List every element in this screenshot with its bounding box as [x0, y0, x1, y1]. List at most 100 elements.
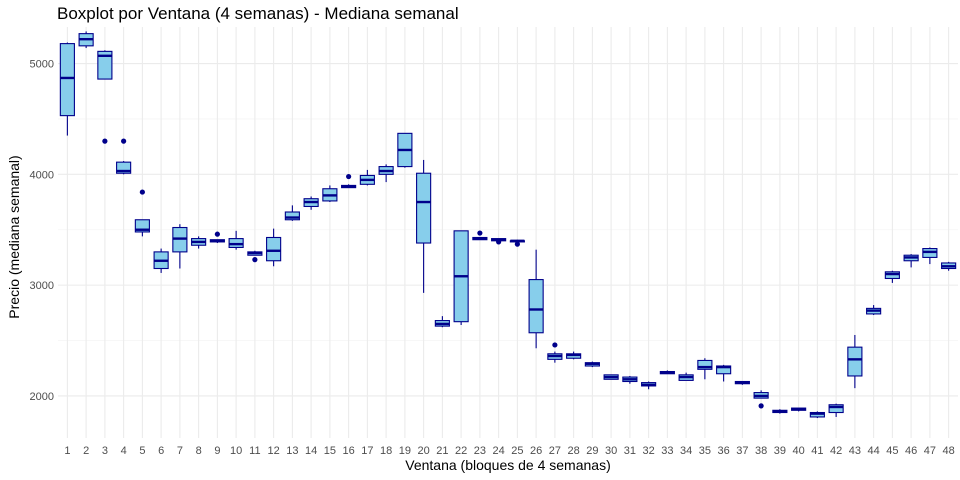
x-tick-label: 6 [158, 445, 164, 457]
x-tick-label: 37 [736, 445, 748, 457]
x-tick-label: 22 [455, 445, 467, 457]
box-36 [716, 364, 732, 382]
outlier-point [102, 138, 108, 144]
x-tick-label: 35 [699, 445, 711, 457]
x-tick-label: 13 [286, 445, 298, 457]
x-tick-label: 15 [324, 445, 336, 457]
box-31 [622, 375, 638, 384]
box-45 [884, 270, 900, 283]
x-tick-label: 28 [568, 445, 580, 457]
y-tick-label: 5000 [30, 59, 54, 71]
chart-title: Boxplot por Ventana (4 semanas) - Median… [57, 4, 459, 23]
outlier-point [346, 173, 352, 180]
x-tick-label: 18 [380, 445, 392, 457]
y-axis-label: Precio (mediana semanal) [6, 155, 22, 319]
x-tick-label: 17 [361, 445, 373, 457]
x-tick-label: 30 [605, 445, 617, 457]
outlier-point [758, 403, 764, 409]
x-axis-ticks: 1 2 3 4 5 6 7 8 9 10 11 12 13 14 15 16 17 18 19 20 21 22 23 24 2… [64, 445, 954, 457]
x-tick-label: 9 [214, 445, 220, 457]
boxes [59, 31, 957, 419]
gridlines [58, 27, 958, 438]
box-6 [153, 248, 169, 273]
x-tick-label: 47 [924, 445, 936, 457]
outlier-point [514, 241, 520, 247]
y-tick-label: 4000 [30, 169, 54, 181]
x-tick-label: 48 [943, 445, 955, 457]
box-43 [847, 334, 863, 389]
x-tick-label: 26 [530, 445, 542, 457]
box-23 [472, 230, 488, 241]
x-tick-label: 27 [549, 445, 561, 457]
box-33 [659, 370, 675, 375]
box-34 [678, 372, 694, 381]
x-tick-label: 11 [249, 445, 260, 457]
x-tick-label: 40 [793, 445, 805, 457]
x-tick-label: 41 [811, 445, 823, 457]
x-tick-label: 4 [121, 445, 127, 457]
box-48 [941, 261, 957, 271]
x-tick-label: 12 [268, 445, 280, 457]
box-19 [397, 132, 413, 168]
y-tick-label: 3000 [30, 280, 54, 292]
box-39 [772, 409, 788, 414]
x-tick-label: 7 [177, 445, 183, 457]
box-26 [528, 249, 544, 349]
box-20 [416, 159, 432, 293]
box-iqr [284, 211, 300, 221]
box-13 [284, 205, 300, 221]
box-iqr [116, 161, 132, 174]
box-37 [734, 380, 750, 385]
x-tick-label: 25 [511, 445, 523, 457]
x-tick-label: 1 [64, 445, 70, 457]
x-tick-label: 39 [774, 445, 786, 457]
x-tick-label: 43 [849, 445, 861, 457]
box-40 [791, 407, 807, 412]
box-iqr [59, 43, 75, 117]
x-tick-label: 16 [343, 445, 355, 457]
box-35 [697, 358, 713, 380]
box-4 [116, 138, 132, 175]
x-tick-label: 23 [474, 445, 486, 457]
x-tick-label: 10 [230, 445, 242, 457]
box-12 [266, 228, 282, 267]
box-7 [172, 224, 188, 269]
box-28 [566, 351, 582, 360]
box-27 [547, 342, 563, 363]
box-9 [209, 231, 225, 244]
box-21 [434, 316, 450, 328]
box-25 [509, 239, 525, 247]
box-17 [359, 169, 375, 186]
box-11 [247, 250, 263, 263]
box-41 [809, 411, 825, 419]
box-iqr [828, 404, 844, 414]
x-tick-label: 3 [102, 445, 108, 457]
box-29 [584, 361, 600, 368]
x-tick-label: 8 [196, 445, 202, 457]
outlier-point [121, 138, 127, 144]
box-22 [453, 230, 469, 326]
box-42 [828, 403, 844, 417]
box-16 [341, 173, 357, 189]
x-tick-label: 5 [139, 445, 145, 457]
box-iqr [97, 50, 113, 80]
outlier-point [139, 189, 145, 195]
box-iqr [416, 172, 432, 244]
y-tick-label: 2000 [30, 391, 54, 403]
box-15 [322, 185, 338, 203]
x-axis-label: Ventana (bloques de 4 semanas) [405, 457, 611, 473]
box-46 [903, 254, 919, 268]
box-30 [603, 374, 619, 380]
outlier-point [496, 239, 502, 245]
x-tick-label: 32 [643, 445, 655, 457]
x-tick-label: 44 [868, 445, 880, 457]
box-10 [228, 230, 244, 250]
x-tick-label: 38 [755, 445, 767, 457]
y-axis-ticks: 2000 3000 4000 5000 [30, 59, 54, 403]
outlier-point [552, 342, 558, 348]
x-tick-label: 20 [418, 445, 430, 457]
box-iqr [528, 279, 544, 334]
box-32 [641, 381, 657, 390]
outlier-point [214, 231, 220, 237]
